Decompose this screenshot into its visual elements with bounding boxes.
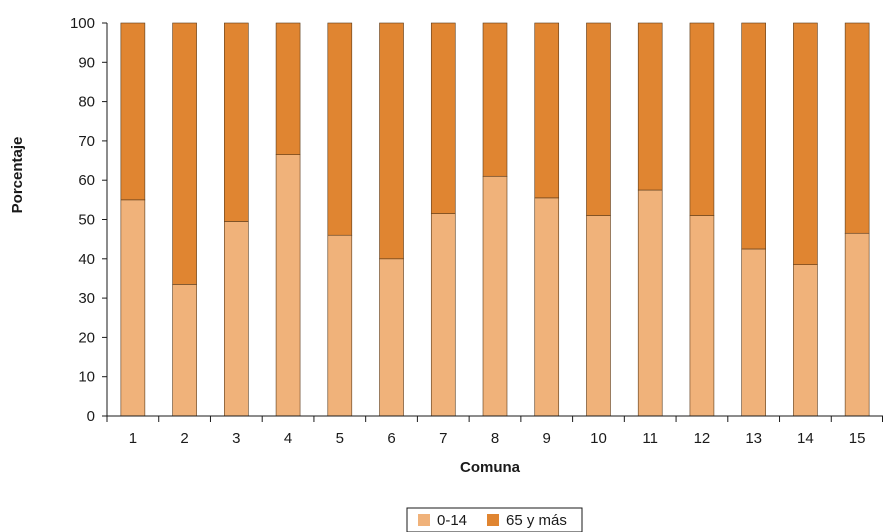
bar-0-14-comuna-4 xyxy=(275,154,301,417)
bars-group xyxy=(120,22,870,417)
x-tick-label: 11 xyxy=(642,430,658,447)
bar-0-14-comuna-10 xyxy=(586,215,611,417)
bar-65-y-mas-comuna-10 xyxy=(586,22,611,216)
x-tick-label: 13 xyxy=(745,430,762,447)
bar-65-y-mas-comuna-2 xyxy=(172,22,197,285)
y-tick-label: 50 xyxy=(78,212,95,229)
x-tick-label: 15 xyxy=(849,430,866,447)
legend-swatch-0-14 xyxy=(418,514,430,526)
bar-65-y-mas-comuna-11 xyxy=(637,22,663,191)
bar-65-y-mas-comuna-12 xyxy=(689,22,715,216)
y-axis: 0 10 20 30 40 50 60 70 80 90 100 xyxy=(70,15,108,425)
bar-65-y-mas-comuna-15 xyxy=(844,22,870,234)
x-tick-label: 9 xyxy=(543,430,551,447)
bar-0-14-comuna-12 xyxy=(689,215,715,417)
y-tick-label: 80 xyxy=(78,94,95,111)
bar-0-14-comuna-14 xyxy=(793,264,818,417)
x-tick-label: 2 xyxy=(180,430,188,447)
x-tick-label: 10 xyxy=(590,430,607,447)
bar-65-y-mas-comuna-6 xyxy=(379,22,404,260)
bar-0-14-comuna-9 xyxy=(534,197,560,417)
legend-swatch-65-y-mas xyxy=(487,514,499,526)
legend-label-65-y-mas: 65 y más xyxy=(506,512,567,529)
bar-0-14-comuna-1 xyxy=(120,199,146,417)
bar-0-14-comuna-6 xyxy=(379,258,404,417)
y-tick-label: 0 xyxy=(87,408,95,425)
y-tick-label: 90 xyxy=(78,54,95,71)
bar-65-y-mas-comuna-9 xyxy=(534,22,560,199)
y-tick-label: 10 xyxy=(78,369,95,386)
bar-65-y-mas-comuna-5 xyxy=(327,22,353,236)
bar-65-y-mas-comuna-4 xyxy=(275,22,301,155)
y-axis-title: Porcentaje xyxy=(9,137,26,214)
x-axis-title: Comuna xyxy=(460,459,521,476)
y-tick-label: 30 xyxy=(78,290,95,307)
x-axis: 1 2 3 4 5 6 7 8 9 10 11 12 13 14 15 xyxy=(106,415,883,447)
bar-0-14-comuna-5 xyxy=(327,234,353,417)
bar-65-y-mas-comuna-14 xyxy=(793,22,818,265)
x-tick-label: 14 xyxy=(797,430,814,447)
x-tick-label: 3 xyxy=(232,430,240,447)
bar-0-14-comuna-15 xyxy=(844,232,870,417)
bar-0-14-comuna-2 xyxy=(172,284,197,417)
bar-65-y-mas-comuna-8 xyxy=(482,22,508,177)
bar-0-14-comuna-13 xyxy=(741,248,766,417)
bar-0-14-comuna-7 xyxy=(430,213,456,417)
x-tick-label: 6 xyxy=(387,430,395,447)
y-tick-label: 100 xyxy=(70,15,95,32)
bar-0-14-comuna-11 xyxy=(637,189,663,417)
bar-0-14-comuna-8 xyxy=(482,175,508,417)
x-tick-label: 7 xyxy=(439,430,447,447)
bar-65-y-mas-comuna-7 xyxy=(430,22,456,214)
bar-0-14-comuna-3 xyxy=(224,221,249,417)
x-tick-label: 8 xyxy=(491,430,499,447)
bar-65-y-mas-comuna-3 xyxy=(224,22,249,222)
legend: 0-14 65 y más xyxy=(406,507,583,532)
y-tick-label: 20 xyxy=(78,329,95,346)
x-tick-label: 1 xyxy=(129,430,137,447)
x-tick-label: 12 xyxy=(694,430,711,447)
bar-65-y-mas-comuna-1 xyxy=(120,22,146,201)
x-tick-label: 5 xyxy=(336,430,344,447)
x-tick-label: 4 xyxy=(284,430,292,447)
y-tick-label: 40 xyxy=(78,251,95,268)
y-tick-label: 60 xyxy=(78,172,95,189)
y-tick-label: 70 xyxy=(78,133,95,150)
bar-65-y-mas-comuna-13 xyxy=(741,22,766,250)
legend-label-0-14: 0-14 xyxy=(437,512,467,529)
